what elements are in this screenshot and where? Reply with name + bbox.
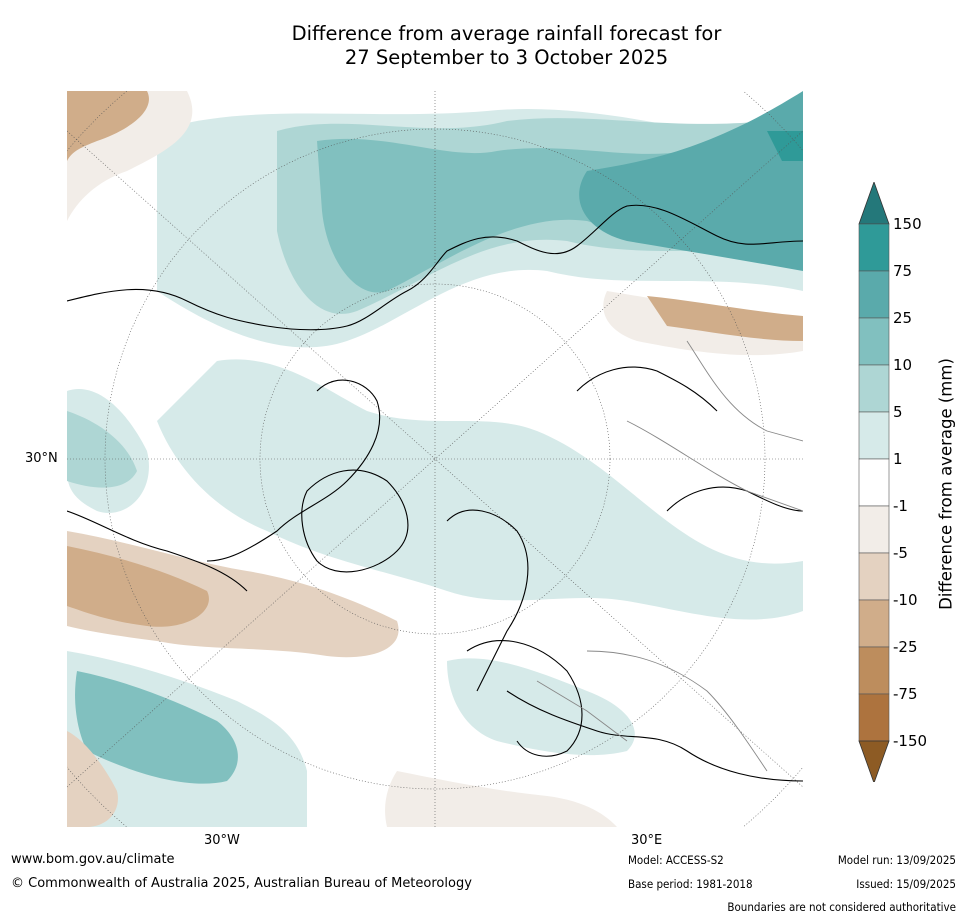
colorbar-bin [858,599,890,648]
colorbar-tick-label: 10 [893,356,913,374]
lat-label-30n: 30°N [25,451,58,466]
colorbar-tick-label: 150 [893,215,922,233]
map-title: Difference from average rainfall forecas… [0,22,965,70]
footer-model-run: Model run: 13/09/2025 [837,853,956,867]
colorbar-bin [858,270,890,319]
coastlines [67,204,803,782]
rainfall-anomaly-map [67,91,803,827]
footer-base-period: Base period: 1981-2018 [628,877,753,891]
colorbar-bin [858,693,890,742]
colorbar-bin [858,317,890,366]
graticule [67,91,803,827]
colorbar-tick-label: 75 [893,262,913,280]
footer-disclaimer: Boundaries are not considered authoritat… [727,900,956,914]
footer-issued: Issued: 15/09/2025 [856,877,956,891]
colorbar-tick-label: -25 [893,638,918,656]
country-borders [536,340,803,772]
colorbar-bin [858,505,890,554]
colorbar-tick-label: 1 [893,450,903,468]
footer-model: Model: ACCESS-S2 [628,853,724,867]
colorbar-extend-high [858,182,890,225]
title-line-2: 27 September to 3 October 2025 [344,46,669,69]
colorbar-tick-label: 5 [893,403,903,421]
colorbar-tick-label: -5 [893,544,908,562]
colorbar-bin [858,223,890,272]
colorbar-tick-label: -75 [893,685,918,703]
footer-copyright: © Commonwealth of Australia 2025, Austra… [11,876,472,891]
colorbar-tick-label: 25 [893,309,913,327]
colorbar [858,182,890,782]
colorbar-bin [858,552,890,601]
lon-label-30e: 30°E [631,833,663,848]
colorbar-bin [858,411,890,460]
lon-label-30w: 30°W [204,833,240,848]
colorbar-bin [858,458,890,507]
colorbar-tick-label: -1 [893,497,908,515]
colorbar-tick-label: -10 [893,591,918,609]
colorbar-tick-label: -150 [893,732,928,750]
title-line-1: Difference from average rainfall forecas… [291,22,722,45]
anomaly-shading [67,91,803,827]
colorbar-extend-low [858,740,890,782]
colorbar-bin [858,646,890,695]
footer-website: www.bom.gov.au/climate [11,852,175,867]
colorbar-bin [858,364,890,413]
